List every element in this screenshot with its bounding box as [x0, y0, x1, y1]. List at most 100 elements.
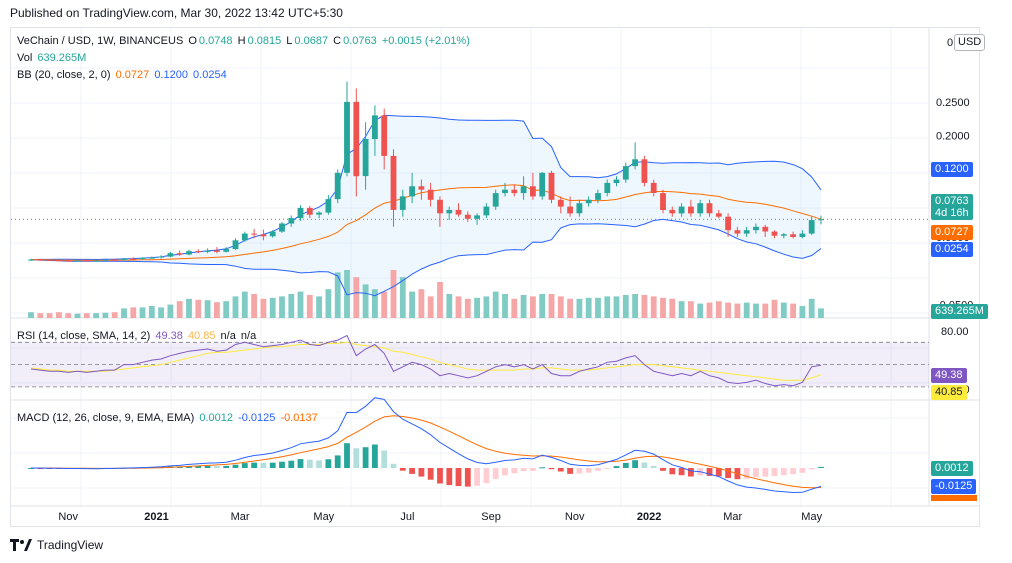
candle [753, 223, 759, 234]
macd-histogram-bar [632, 460, 638, 468]
volume-bar [762, 303, 769, 318]
volume-bar [251, 294, 257, 318]
volume-bar [688, 301, 694, 318]
candle [669, 206, 676, 217]
candle [576, 199, 583, 217]
candle-body [232, 240, 239, 250]
candle-body [251, 233, 257, 235]
volume-bar [530, 296, 536, 318]
volume-bar [622, 295, 629, 318]
candle-body [595, 193, 601, 200]
macd-signal-value: -0.0137 [280, 412, 318, 424]
candle-body [641, 159, 648, 183]
candle [260, 229, 267, 241]
currency-button[interactable]: USD [954, 34, 986, 51]
volume-bar [260, 298, 267, 318]
candle-body [362, 139, 369, 177]
candle [139, 257, 146, 260]
candle [585, 196, 592, 207]
macd-line-value: -0.0125 [238, 412, 276, 424]
macd-histogram-bar [530, 468, 536, 471]
bb-lower-line [30, 218, 822, 297]
candle [474, 213, 480, 225]
candle [46, 259, 53, 261]
candle-body [121, 258, 127, 260]
symbol-name[interactable]: VeChain / USD, 1W, BINANCEUS [17, 35, 184, 47]
volume-bar [232, 296, 239, 318]
volume-bar [316, 296, 322, 318]
volume-bar [121, 308, 127, 318]
candle [204, 248, 211, 254]
volume-bar [56, 312, 62, 318]
candle-body [418, 186, 425, 190]
volume-bar [790, 303, 796, 318]
candle [93, 259, 99, 262]
macd-histogram-bar [186, 466, 192, 468]
candle [334, 169, 341, 204]
candle-body [306, 207, 313, 215]
macd-histogram-bar [353, 448, 360, 468]
candle-body [139, 257, 146, 259]
volume-bar [102, 312, 109, 318]
candle-body [409, 186, 415, 197]
candle-body [167, 253, 174, 257]
candle [37, 258, 44, 261]
macd-histogram-bar [362, 447, 369, 468]
macd-histogram-bar [604, 468, 611, 469]
time-axis[interactable]: Nov 2021 Mar May Jul Sep Nov 2022 Mar May [58, 511, 822, 523]
volume-bar [418, 289, 425, 318]
chart-frame[interactable]: 0.0.25000.20000.15000.10000.0500-0.05008… [10, 27, 988, 527]
candle-body [288, 218, 295, 224]
footer-brand[interactable]: TradingView [10, 538, 103, 552]
candle-body [492, 193, 499, 207]
macd-histogram-bar [418, 468, 425, 477]
candle [660, 189, 666, 214]
time-tick-label: Jul [400, 511, 414, 523]
volume-bar [176, 301, 183, 318]
macd-histogram-bar [325, 459, 332, 468]
volume-bar [650, 296, 657, 318]
candle-body [83, 260, 90, 262]
volume-bar [74, 313, 81, 318]
candle-body [195, 251, 202, 253]
macd-histogram-bar [613, 466, 620, 468]
candle-body [56, 260, 62, 262]
candle [446, 206, 453, 221]
time-tick-label: 2021 [144, 511, 168, 523]
volume-bar [186, 298, 192, 318]
candle-body [65, 260, 72, 262]
volume-bar [641, 295, 648, 318]
candle-body [223, 249, 230, 252]
candle [362, 122, 369, 190]
candle-body [771, 231, 778, 236]
candle [297, 205, 304, 221]
macd-histogram-bar [437, 468, 443, 484]
candle [65, 259, 72, 262]
volume-bar [632, 294, 638, 318]
volume-bar [492, 291, 499, 318]
candle [492, 189, 499, 210]
candle [269, 230, 276, 238]
tradingview-logo-icon [10, 539, 32, 551]
volume-bar [808, 298, 815, 318]
time-tick-label: Nov [58, 511, 78, 523]
candle-body [585, 199, 592, 204]
bb-upper-badge: 0.1200 [931, 162, 973, 177]
candle [780, 232, 787, 239]
candle-body [269, 231, 276, 237]
volume-bar [734, 303, 741, 318]
candle-body [464, 214, 471, 219]
candle-body [381, 115, 388, 156]
chart-canvas[interactable]: 0.0.25000.20000.15000.10000.0500-0.05008… [11, 28, 979, 526]
candle-body [325, 199, 332, 213]
candle [808, 216, 815, 235]
macd-histogram-bar [288, 460, 295, 468]
candle-body [548, 172, 555, 200]
candle-body [427, 189, 434, 200]
volume-bar [520, 295, 527, 318]
candle [455, 203, 462, 217]
volume-bar [576, 298, 583, 318]
candle-body [344, 101, 350, 173]
volume-bar [780, 302, 787, 318]
candle-body [762, 226, 769, 232]
